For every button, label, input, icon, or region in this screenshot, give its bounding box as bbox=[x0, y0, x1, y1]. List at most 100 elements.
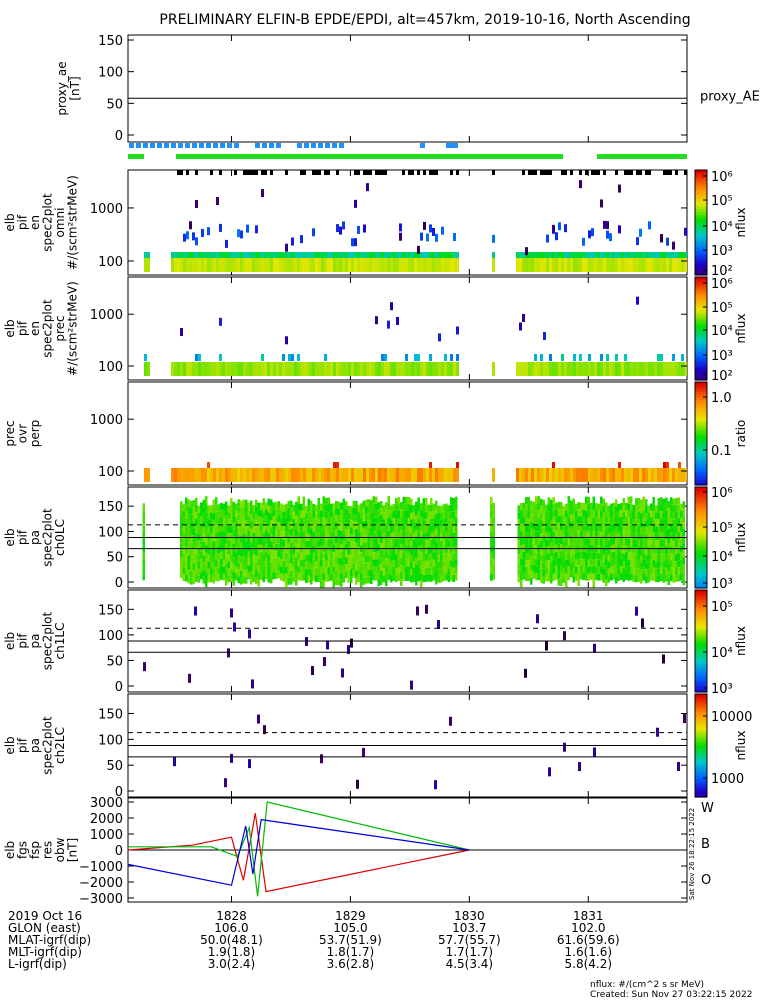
ch0-cell bbox=[205, 566, 208, 574]
ratio-cell bbox=[453, 468, 456, 482]
ch0-cell bbox=[590, 558, 593, 566]
prec-cell bbox=[447, 362, 450, 376]
omni-cell bbox=[195, 258, 198, 272]
omni-colorbar-cell bbox=[695, 248, 707, 252]
ch0-cell bbox=[545, 504, 548, 512]
ratio-colorbar-cell bbox=[695, 454, 707, 458]
ch0-cell bbox=[640, 569, 643, 577]
ratio-colorbar-cell bbox=[695, 412, 707, 417]
omni-colorbar-cell bbox=[695, 251, 707, 255]
omni-cell bbox=[591, 258, 594, 272]
omni-cell bbox=[351, 258, 354, 272]
ratio-cell bbox=[654, 468, 657, 482]
ratio-colorbar-cell bbox=[695, 446, 707, 450]
omni-colorbar-cell bbox=[695, 254, 707, 258]
omni-cell bbox=[378, 258, 381, 272]
omni-cell bbox=[564, 170, 567, 175]
ch0-cell bbox=[385, 502, 388, 510]
omni-cell bbox=[591, 228, 594, 237]
ch0-cell bbox=[287, 570, 290, 578]
ch0-cell bbox=[380, 529, 383, 537]
ch0-cell bbox=[305, 575, 308, 583]
ch0-cell bbox=[555, 530, 558, 538]
ch0-cell bbox=[492, 530, 495, 538]
ch0-cell bbox=[582, 509, 585, 517]
ch0-cell bbox=[310, 577, 313, 585]
ch0-cell bbox=[225, 501, 228, 509]
ch0-cell bbox=[290, 563, 293, 571]
ch0-cell bbox=[582, 551, 585, 559]
ch1-colorbar-cell bbox=[695, 630, 707, 634]
ch0-cell bbox=[542, 569, 545, 577]
omni-cell bbox=[609, 233, 612, 242]
prec-cell bbox=[450, 354, 453, 361]
ch0-cell bbox=[212, 527, 215, 535]
omni-cell bbox=[255, 225, 258, 234]
ch0-cell bbox=[382, 505, 385, 513]
ch0-cell bbox=[317, 546, 320, 554]
ch0-cell bbox=[240, 514, 243, 522]
ch0-cell bbox=[365, 506, 368, 514]
ch0-cell bbox=[452, 497, 455, 505]
ch0-cell bbox=[390, 519, 393, 527]
ch0-cell bbox=[417, 546, 420, 554]
prec-cell bbox=[219, 354, 222, 361]
ch0-cell bbox=[232, 508, 235, 516]
ch0-colorbar-cell bbox=[695, 524, 707, 528]
ch0-cell bbox=[530, 500, 533, 508]
ch0-cell bbox=[627, 510, 630, 518]
omni-cell bbox=[537, 252, 540, 258]
ch0-cell bbox=[617, 503, 620, 511]
ch1-colorbar-cell bbox=[695, 648, 707, 652]
ch0-cell bbox=[310, 514, 313, 522]
ch0-cell bbox=[397, 559, 400, 567]
ae-ytick-label: 150 bbox=[98, 34, 123, 49]
ch0-cell bbox=[250, 500, 253, 508]
ch0-cell bbox=[330, 510, 333, 518]
prec-cell bbox=[603, 362, 606, 376]
ch0-cell bbox=[420, 524, 423, 532]
ch0-cell bbox=[245, 527, 248, 535]
omni-cell bbox=[300, 258, 303, 272]
omni-cell bbox=[555, 252, 558, 258]
prec-cell bbox=[297, 354, 300, 361]
prec-cell bbox=[186, 362, 189, 376]
omni-cell bbox=[192, 258, 195, 272]
ratio-cell bbox=[447, 468, 450, 482]
ch2-ytick-label: 150 bbox=[98, 708, 123, 723]
ch0-cell bbox=[627, 517, 630, 525]
omni-cell bbox=[408, 252, 411, 258]
ch0-cell bbox=[455, 524, 458, 532]
ch0-cell bbox=[362, 570, 365, 578]
ch0-cell bbox=[277, 529, 280, 537]
omni-cell bbox=[213, 252, 216, 258]
ch0-cell bbox=[392, 574, 395, 582]
ch0-cell bbox=[255, 562, 258, 570]
ch0-cell bbox=[427, 525, 430, 533]
ch0-cell bbox=[600, 566, 603, 574]
omni-cell bbox=[492, 252, 495, 258]
ch0-cell bbox=[627, 552, 630, 560]
ratio-cell bbox=[594, 468, 597, 482]
ch0-cell bbox=[492, 502, 495, 510]
ch0-cell bbox=[212, 541, 215, 549]
ch0-cell bbox=[545, 539, 548, 547]
ch0-cell bbox=[680, 573, 683, 581]
omni-cell bbox=[636, 258, 639, 272]
ch0-cell bbox=[382, 526, 385, 534]
ratio-cell bbox=[375, 468, 378, 482]
ch0-cell bbox=[580, 537, 583, 545]
omni-cell bbox=[294, 258, 297, 272]
ch0-cell bbox=[652, 497, 655, 505]
omni-cell bbox=[615, 170, 618, 175]
ratio-cell bbox=[573, 468, 576, 482]
ratio-cell bbox=[336, 462, 339, 468]
ch0-cell bbox=[345, 557, 348, 565]
ch0-cell bbox=[385, 558, 388, 566]
omni-cell bbox=[669, 170, 672, 175]
ylabel-prec: spec2plot bbox=[41, 299, 55, 358]
prec-cell bbox=[249, 362, 252, 376]
ch0-cell bbox=[287, 528, 290, 536]
ch0-cell bbox=[250, 542, 253, 550]
ch0-cell bbox=[380, 543, 383, 551]
